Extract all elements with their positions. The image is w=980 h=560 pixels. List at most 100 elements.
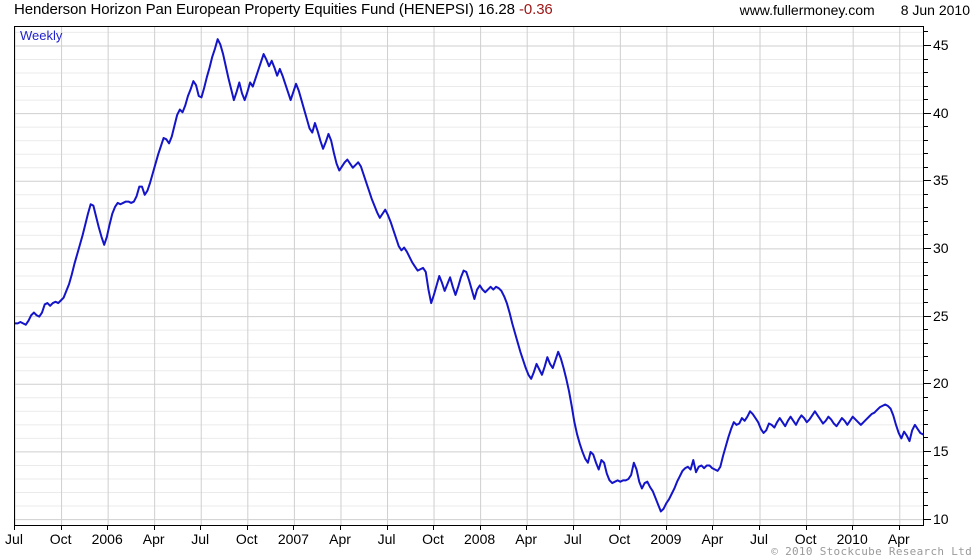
x-axis-label: Jul [750, 531, 768, 547]
y-axis-tick-major [923, 247, 931, 249]
y-axis-tick-minor [923, 166, 928, 168]
x-axis-tick [619, 525, 621, 530]
y-axis-tick-minor [923, 126, 928, 128]
x-axis-label: Apr [515, 531, 538, 547]
x-axis-tick [386, 525, 388, 530]
x-axis-label: 2009 [650, 531, 682, 547]
y-axis-tick-minor [923, 99, 928, 101]
copyright-notice: © 2010 Stockcube Research Ltd [771, 545, 972, 558]
chart-header: Henderson Horizon Pan European Property … [0, 0, 980, 22]
y-axis-tick-minor [923, 491, 928, 493]
y-axis-tick-minor [923, 139, 928, 141]
instrument-name: Henderson Horizon Pan European Property … [14, 1, 474, 18]
x-axis-tick [805, 525, 807, 530]
plot-area: Weekly [14, 26, 924, 526]
x-axis-tick [153, 525, 155, 530]
frequency-label: Weekly [20, 28, 63, 43]
y-axis-label: 20 [933, 375, 949, 392]
y-axis-tick-minor [923, 423, 928, 425]
y-axis-tick-major [923, 518, 931, 520]
y-axis-tick-minor [923, 31, 928, 33]
y-axis-tick-minor [923, 72, 928, 73]
x-axis-tick [759, 525, 760, 530]
y-axis-label: 15 [933, 442, 949, 459]
y-axis-label: 40 [933, 104, 949, 121]
x-axis-tick [572, 525, 574, 530]
y-axis-tick-minor [923, 302, 928, 304]
y-axis-tick-minor [923, 288, 928, 290]
y-axis-label: 45 [933, 36, 949, 53]
x-axis-tick [293, 525, 295, 530]
plot-inner: Weekly [15, 27, 923, 525]
x-axis-label: Apr [701, 531, 724, 547]
x-axis-tick [712, 525, 714, 530]
y-axis-tick-minor [923, 369, 928, 371]
x-axis-label: Apr [329, 531, 351, 547]
chart-date: 8 Jun 2010 [900, 2, 970, 18]
x-axis-label: Jul [191, 531, 210, 547]
y-axis-tick-minor [923, 478, 928, 479]
x-axis-label: Oct [235, 531, 258, 547]
x-axis-tick [200, 525, 202, 530]
y-axis-tick-minor [923, 356, 928, 358]
price-line-series [15, 38, 923, 513]
x-axis-tick [479, 525, 481, 530]
x-axis-label: Jul [5, 531, 23, 547]
price-change: -0.36 [518, 1, 553, 18]
x-axis-label: Oct [608, 531, 631, 547]
last-price-value: 16.28 [477, 1, 515, 18]
y-axis-tick-minor [923, 220, 928, 222]
x-axis-tick [898, 525, 900, 530]
y-axis-tick-minor [923, 410, 928, 412]
y-axis-tick-minor [923, 437, 928, 439]
x-axis-label: Jul [563, 531, 582, 547]
y-axis-tick-minor [923, 464, 928, 466]
y-axis-label: 10 [933, 510, 949, 527]
x-axis-label: Oct [794, 531, 817, 547]
y-axis-tick-minor [923, 207, 928, 209]
x-axis-label: 2010 [836, 531, 868, 547]
y-axis: 45 40 35 30 25 20 15 10 [923, 26, 980, 526]
x-axis-label: Apr [887, 531, 910, 547]
last-price: 16.28 [474, 1, 515, 18]
x-axis-label: 2006 [91, 531, 123, 547]
x-axis-tick [107, 525, 109, 530]
x-axis-tick [526, 525, 528, 530]
y-axis-tick-minor [923, 193, 928, 195]
x-axis-label: 2007 [277, 531, 309, 547]
y-axis-label: 35 [933, 172, 949, 189]
y-axis-tick-major [923, 112, 931, 114]
x-axis-label: Jul [377, 531, 396, 547]
x-axis-label: Oct [49, 531, 72, 547]
x-axis-label: Apr [142, 531, 165, 547]
website-link[interactable]: www.fullermoney.com [739, 2, 875, 18]
x-axis: Jul Oct 2006 Apr Jul Oct 2007 Apr Jul Oct 2008 Apr J… [0, 525, 980, 547]
x-axis-tick [340, 525, 341, 530]
y-axis-tick-major [923, 44, 931, 46]
y-axis-tick-minor [923, 261, 928, 263]
y-axis-tick-minor [923, 396, 928, 398]
x-axis-tick [852, 525, 854, 530]
y-axis-tick-major [923, 180, 931, 182]
y-axis-tick-minor [923, 85, 928, 87]
x-axis-label: 2008 [464, 531, 496, 547]
header-right: www.fullermoney.com 8 Jun 2010 [740, 2, 970, 18]
y-axis-tick-major [923, 450, 931, 452]
y-axis-tick-minor [923, 505, 928, 507]
x-axis-tick [433, 525, 434, 530]
y-axis-tick-major [923, 383, 931, 385]
y-axis-tick-minor [923, 153, 928, 155]
y-axis-tick-minor [923, 58, 928, 60]
y-axis-tick-minor [923, 329, 928, 331]
y-axis-tick-minor [923, 234, 928, 236]
x-axis-tick [246, 525, 248, 530]
y-axis-tick-minor [923, 275, 928, 276]
x-axis-tick [665, 525, 667, 530]
y-axis-tick-minor [923, 342, 928, 344]
y-axis-label: 25 [933, 307, 949, 324]
chart-gridlines [15, 27, 923, 525]
x-axis-tick [60, 525, 62, 530]
y-axis-tick-major [923, 315, 931, 317]
y-axis-label: 30 [933, 239, 949, 256]
